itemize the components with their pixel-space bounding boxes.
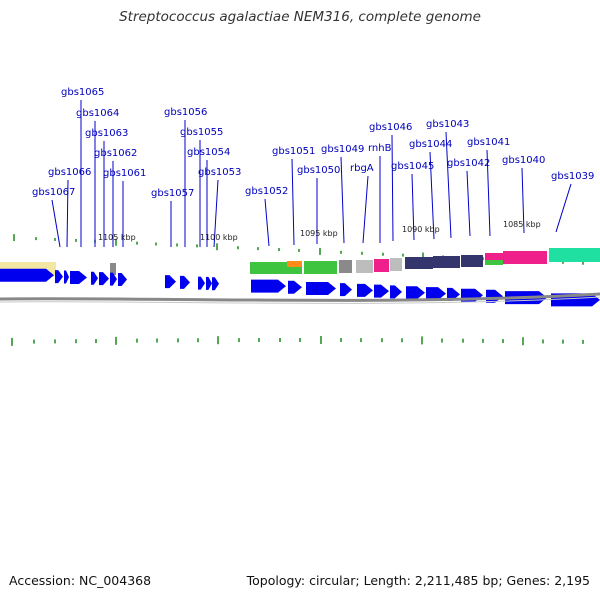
genome-summary-text: Topology: circular; Length: 2,211,485 bp… [246,573,590,588]
cds-arrow [374,284,389,298]
cds-arrow [64,270,69,284]
label-leader-line [291,158,295,246]
scale-label: 1085 kbp [503,220,541,229]
cog-block [485,253,503,260]
gene-label: gbs1066 [48,167,91,178]
cds-arrow [288,280,302,294]
gene-label: gbs1057 [151,188,194,199]
gene-label: gbs1052 [245,186,288,197]
cog-block [461,255,483,267]
cog-block [304,261,337,274]
scale-label: 1105 kbp [98,233,136,242]
cog-feature-blocks [0,248,600,276]
gene-label: gbs1067 [32,187,75,198]
cds-arrow [180,275,190,289]
gene-label: gbs1043 [426,119,469,130]
gene-label: gbs1054 [187,147,230,158]
cog-block [339,260,352,273]
label-leader-line [340,156,345,244]
gene-label: gbs1042 [447,158,490,169]
cds-arrow [306,281,336,295]
gene-label: gbs1055 [180,127,223,138]
cds-arrow [212,277,219,291]
cds-arrow [426,287,446,301]
cds-arrow [406,286,425,300]
gene-label: gbs1062 [94,148,137,159]
cog-block [503,251,547,264]
cds-arrows [0,268,600,307]
gene-label: gbs1046 [369,122,412,133]
cds-arrow [118,273,127,287]
backbone [0,292,600,304]
label-leader-line [521,167,525,234]
label-leader-line [391,134,394,242]
label-leader-line [264,198,270,247]
cds-arrow [110,272,117,286]
gene-label: gbs1039 [551,171,594,182]
cds-arrow [340,283,352,297]
map-title: Streptococcus agalactiae NEM316, complet… [119,9,481,25]
backbone-arc [0,292,600,302]
label-leader-line [555,183,572,233]
cds-arrow [91,271,98,285]
gene-label: gbs1040 [502,155,545,166]
cog-block [287,267,302,274]
gene-label: gbs1051 [272,146,315,157]
cds-arrow [99,272,109,286]
label-leader-line [466,170,471,237]
label-leader-line [429,151,435,240]
scale-label: 1090 kbp [402,225,440,234]
gene-label: gbs1049 [321,144,364,155]
cds-arrow [206,276,212,290]
gene-label: gbs1063 [85,128,128,139]
scale-label: 1100 kbp [200,233,238,242]
gene-label: gbs1053 [198,167,241,178]
gene-label: rnhB [368,143,392,154]
cds-arrow [357,283,373,297]
gene-label: rbgA [350,163,374,174]
cds-arrow [390,285,402,299]
label-leader-lines [51,100,572,248]
label-leader-line [362,175,369,244]
gene-label: gbs1056 [164,107,207,118]
cog-block [374,259,389,272]
cog-block [390,258,402,271]
gene-label: gbs1061 [103,168,146,179]
label-leader-line [51,199,61,248]
cog-block [356,260,373,273]
cog-block [110,263,116,275]
scale-label: 1095 kbp [300,229,338,238]
cds-arrow [55,270,63,284]
cog-block [250,262,288,274]
label-leader-line [66,179,69,248]
cog-block [485,260,503,265]
label-leader-line [445,131,452,239]
cog-block [287,261,302,267]
cds-arrow [251,279,286,293]
gene-label: gbs1065 [61,87,104,98]
cog-block [405,257,433,269]
gene-label: gbs1050 [297,165,340,176]
cds-arrow [198,276,205,290]
label-leader-line [213,179,219,248]
cog-block [433,256,460,268]
accession-text: Accession: NC_004368 [9,573,152,588]
gene-label: gbs1041 [467,137,510,148]
gene-labels: gbs1067 gbs1066 gbs1065 gbs1064 gbs1063 gbs10… [32,87,594,199]
label-leader-line [411,173,415,241]
cog-block [549,248,600,262]
tick-marks [11,234,584,346]
scale-labels: 1105 kbp 1100 kbp 1095 kbp 1090 kbp 1085 kbp [98,220,541,242]
gene-label: gbs1064 [76,108,119,119]
label-leader-line [486,149,491,237]
cds-arrow [447,287,460,301]
gene-label: gbs1045 [391,161,434,172]
cds-arrow [70,271,87,285]
cds-arrow [165,275,176,289]
gene-label: gbs1044 [409,139,452,150]
cds-arrow [0,268,54,282]
backbone-shadow [0,296,600,304]
